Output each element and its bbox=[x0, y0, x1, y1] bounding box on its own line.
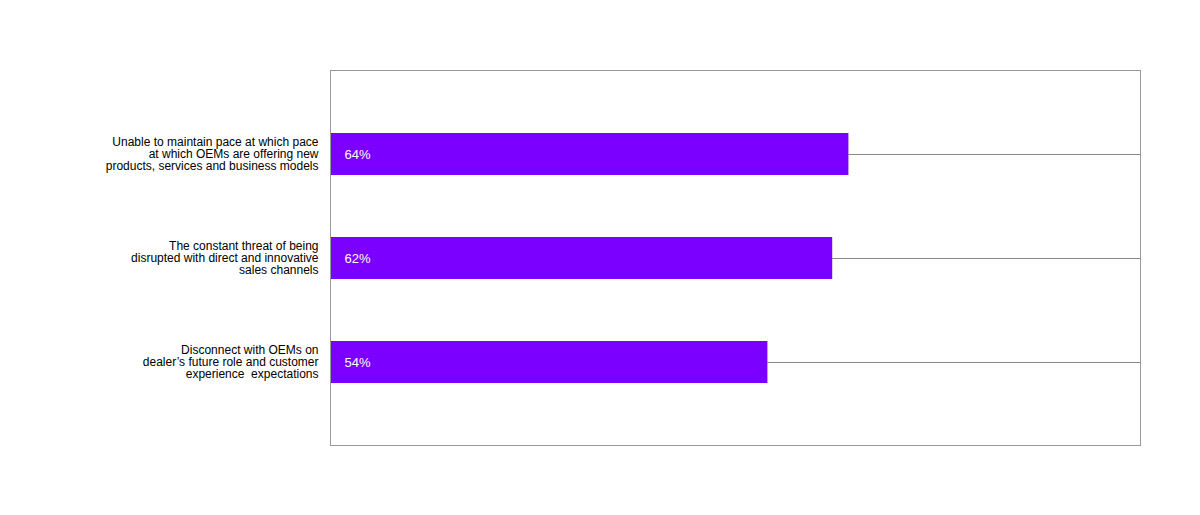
svg-text:62%: 62% bbox=[345, 251, 371, 266]
svg-text:64%: 64% bbox=[345, 147, 371, 162]
svg-text:Unable to maintain pace at whi: Unable to maintain pace at which paceat … bbox=[106, 135, 319, 173]
svg-text:Disconnect with OEMs ondealer’: Disconnect with OEMs ondealer’s future r… bbox=[143, 343, 319, 381]
svg-text:The constant threat of beingdi: The constant threat of beingdisrupted wi… bbox=[131, 239, 319, 277]
svg-text:54%: 54% bbox=[345, 355, 371, 370]
